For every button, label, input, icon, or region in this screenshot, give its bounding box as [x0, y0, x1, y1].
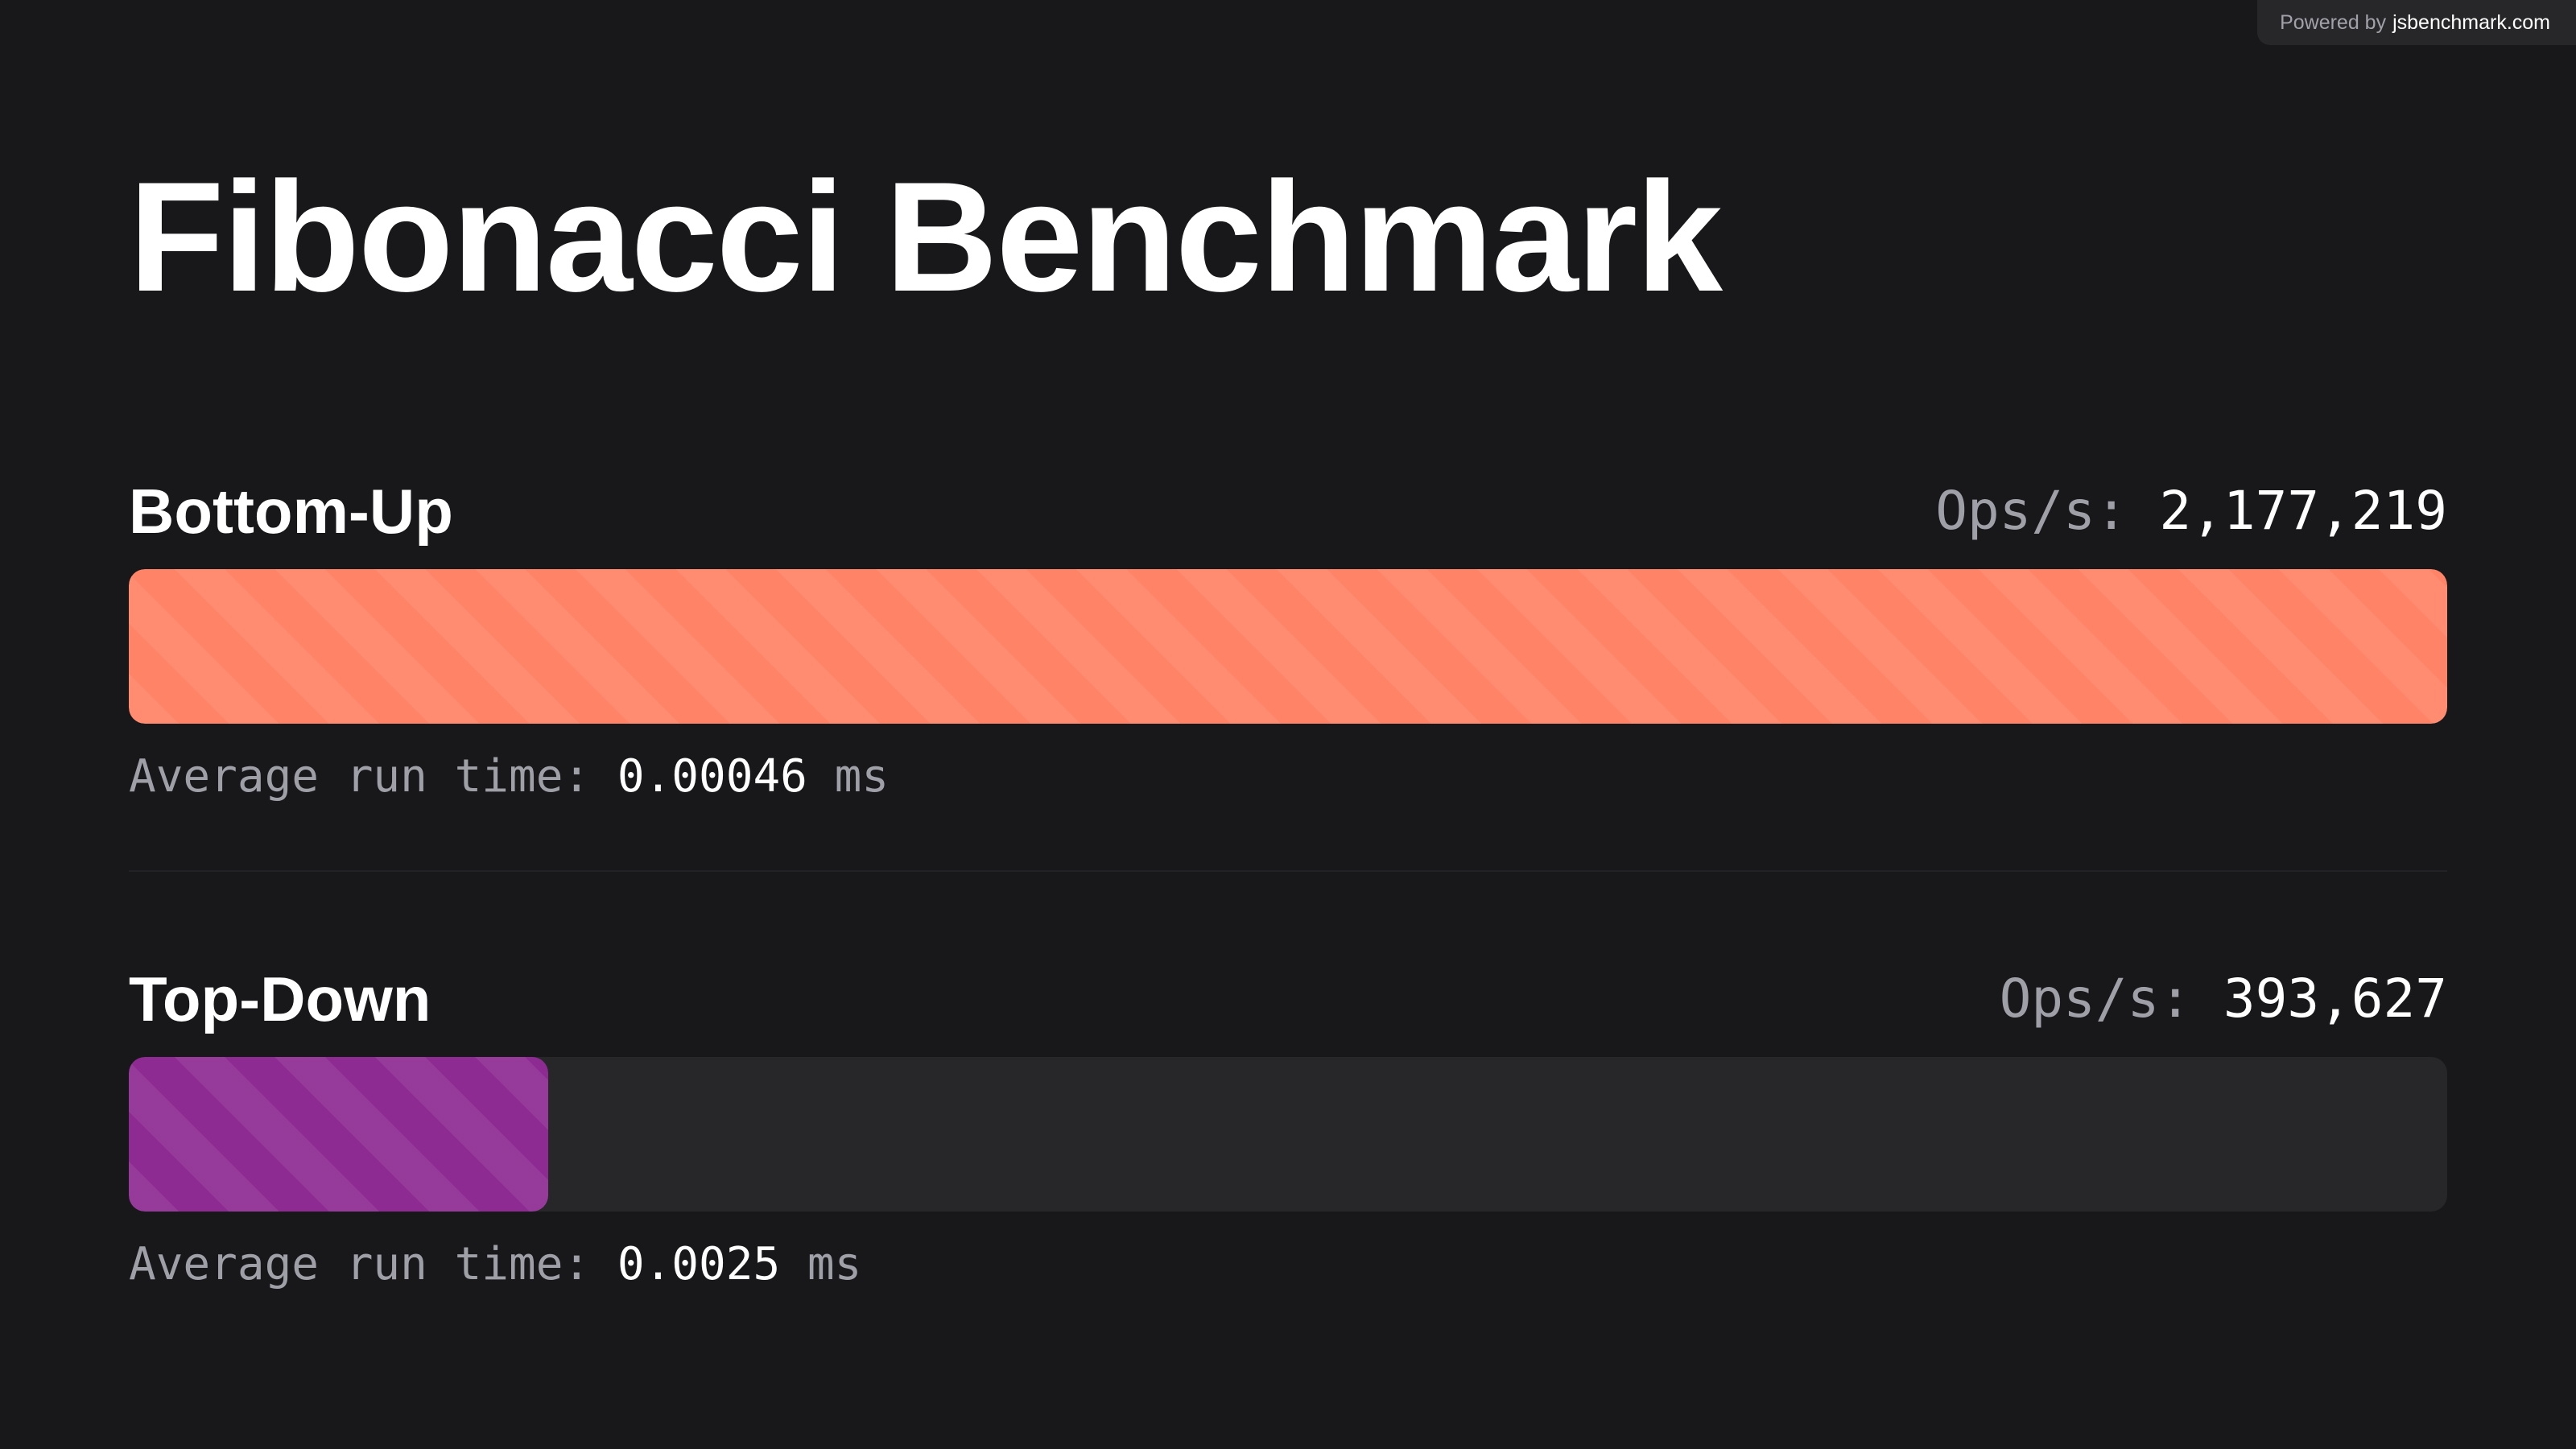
- bar-fill-bottom-up: [129, 569, 2447, 724]
- row-header: Top-Down Ops/s: 393,627: [129, 959, 2447, 1039]
- bar-track: [129, 1057, 2447, 1212]
- row-divider: [129, 870, 2447, 872]
- ops-per-sec: Ops/s: 2,177,219: [1935, 471, 2447, 551]
- powered-by-label: Powered by: [2280, 10, 2387, 34]
- bar-track: [129, 569, 2447, 724]
- average-run-time: Average run time: 0.0025 ms: [129, 1232, 861, 1297]
- powered-by-site[interactable]: jsbenchmark.com: [2392, 10, 2550, 34]
- avg-unit: ms: [807, 1238, 862, 1290]
- row-header: Bottom-Up Ops/s: 2,177,219: [129, 471, 2447, 551]
- benchmark-name: Bottom-Up: [129, 476, 453, 547]
- benchmark-name: Top-Down: [129, 964, 431, 1034]
- avg-label: Average run time:: [129, 1238, 591, 1290]
- average-run-time: Average run time: 0.00046 ms: [129, 745, 889, 809]
- page-title: Fibonacci Benchmark: [129, 150, 1723, 324]
- avg-value: 0.00046: [617, 750, 807, 803]
- powered-by-badge[interactable]: Powered by jsbenchmark.com: [2257, 0, 2576, 45]
- avg-unit: ms: [834, 750, 890, 803]
- ops-label: Ops/s:: [1999, 968, 2192, 1030]
- avg-value: 0.0025: [617, 1238, 781, 1290]
- bar-fill-top-down: [129, 1057, 548, 1212]
- ops-value: 393,627: [2223, 968, 2447, 1030]
- ops-value: 2,177,219: [2159, 480, 2447, 542]
- ops-label: Ops/s:: [1935, 480, 2128, 542]
- ops-per-sec: Ops/s: 393,627: [2000, 959, 2447, 1039]
- avg-label: Average run time:: [129, 750, 591, 803]
